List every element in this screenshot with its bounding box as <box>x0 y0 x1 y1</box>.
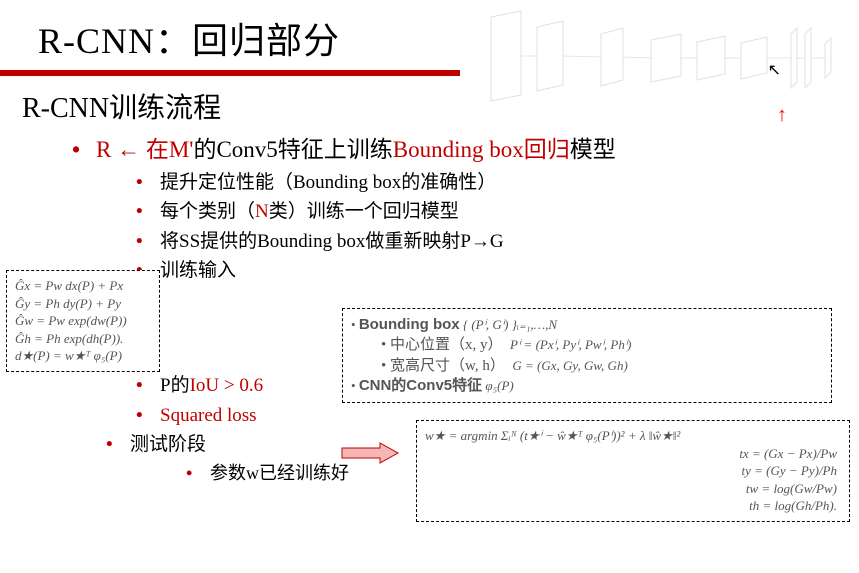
bullet-icon: • <box>136 197 143 226</box>
eq-dstar: d★(P) = w★ᵀ φ₅(P) <box>15 347 151 365</box>
bullet-icon: • <box>72 132 80 168</box>
cursor-icon: ↖ <box>768 60 781 80</box>
arrow-right-icon <box>340 442 400 464</box>
eq-th: th = log(Gh/Ph). <box>425 497 837 515</box>
red-arrow-up-icon: ↑ <box>777 104 787 127</box>
equations-box-bbox-def: • Bounding box { (Pⁱ, Gⁱ) }ᵢ₌₁,…,N • 中心位… <box>342 308 832 403</box>
hdr-conv5: CNN的Conv5特征 <box>359 377 482 394</box>
eq-tw: tw = log(Gw/Pw) <box>425 480 837 498</box>
cnn-architecture-diagram <box>481 6 851 116</box>
bullet-icon: • <box>106 430 113 459</box>
lvl2-item-nclass: •每个类别（N类）训练一个回归模型 <box>160 197 859 226</box>
bullet-icon: • <box>136 401 143 430</box>
text-conv5: 的Conv5特征上训练 <box>193 137 392 162</box>
eq-argmin: w★ = argmin Σᵢᴺ (t★ⁱ − ŵ★ᵀ φ₅(Pⁱ))² + λ … <box>425 427 837 445</box>
bullet-icon: • <box>136 168 143 197</box>
equations-box-loss: w★ = argmin Σᵢᴺ (t★ⁱ − ŵ★ᵀ φ₅(Pⁱ))² + λ … <box>416 420 850 522</box>
text-m-prime: M' <box>169 137 194 162</box>
label-center: 中心位置（x, y） <box>390 337 503 353</box>
lvl2-item-accuracy: •提升定位性能（Bounding box的准确性） <box>160 168 859 197</box>
equations-box-g-hat: Ĝx = Pw dx(P) + Px Ĝy = Ph dy(P) + Py Ĝw… <box>6 270 160 372</box>
text-bbox-reg: Bounding box回归 <box>393 137 570 162</box>
eq-tx: tx = (Gx − Px)/Pw <box>425 445 837 463</box>
text-r-arrow: R ← 在 <box>96 137 169 162</box>
eq-gy: Ĝy = Ph dy(P) + Py <box>15 295 151 313</box>
lvl2-item-mapping: •将SS提供的Bounding box做重新映射P→G <box>160 227 859 256</box>
text-model: 模型 <box>570 137 616 162</box>
lvl2-item-traininput: •训练输入 <box>160 256 859 285</box>
eq-gw: Ĝw = Pw exp(dw(P)) <box>15 312 151 330</box>
bullet-icon: • <box>186 460 192 488</box>
eq-ty: ty = (Gy − Py)/Ph <box>425 462 837 480</box>
bullet-icon: • <box>136 227 143 256</box>
lvl1-item-1: • R ← 在M'的Conv5特征上训练Bounding box回归模型 <box>96 132 859 168</box>
bullet-icon: • <box>136 371 143 400</box>
hdr-bbox: Bounding box <box>359 316 460 333</box>
eq-gh: Ĝh = Ph exp(dh(P)). <box>15 330 151 348</box>
label-wh: 宽高尺寸（w, h） <box>390 358 505 374</box>
eq-gx: Ĝx = Pw dx(P) + Px <box>15 277 151 295</box>
